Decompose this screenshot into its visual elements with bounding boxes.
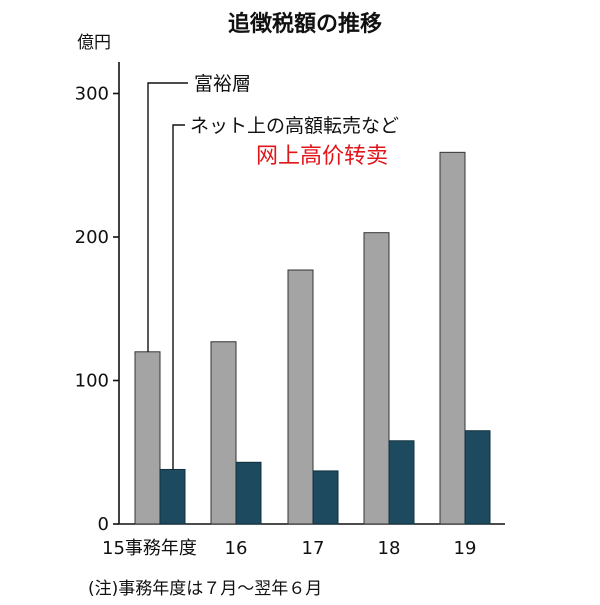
chart-title: 追徴税額の推移 bbox=[228, 11, 382, 37]
x-category-label: 18 bbox=[378, 538, 401, 559]
x-axis-categories: 15事務年度 16 17 18 19 bbox=[102, 538, 476, 559]
translation-annotation: 网上高价转卖 bbox=[256, 144, 388, 169]
bar-resale-3 bbox=[388, 440, 415, 525]
legend-leader-2 bbox=[172, 124, 185, 470]
bar-resale-0 bbox=[159, 468, 186, 525]
bar-wealthy-0 bbox=[134, 351, 161, 525]
bar-resale-4 bbox=[464, 430, 491, 525]
bar-wealthy-3 bbox=[363, 232, 390, 525]
y-tick-label: 300 bbox=[75, 84, 109, 105]
x-category-label: 19 bbox=[454, 538, 477, 559]
y-tick-label: 100 bbox=[75, 371, 109, 392]
x-category-label: 16 bbox=[225, 538, 248, 559]
y-axis-unit: 億円 bbox=[77, 33, 111, 53]
bar-resale-2 bbox=[312, 470, 339, 525]
legend-leader-1 bbox=[147, 82, 188, 352]
footnote: (注)事務年度は７月〜翌年６月 bbox=[88, 579, 322, 599]
y-tick-label: 0 bbox=[98, 514, 109, 535]
bar-wealthy-1 bbox=[210, 341, 237, 525]
bar-wealthy-2 bbox=[287, 269, 314, 525]
bar-resale-1 bbox=[235, 461, 262, 525]
y-axis-ticks: 0 100 200 300 bbox=[75, 84, 119, 535]
bar-wealthy-4 bbox=[439, 151, 466, 525]
legend-series-1: 富裕層 bbox=[194, 73, 251, 95]
y-tick-label: 200 bbox=[75, 227, 109, 248]
bars bbox=[134, 151, 491, 525]
x-category-label: 15事務年度 bbox=[102, 538, 197, 559]
x-category-label: 17 bbox=[302, 538, 325, 559]
legend-series-2: ネット上の高額転売など bbox=[190, 115, 399, 137]
